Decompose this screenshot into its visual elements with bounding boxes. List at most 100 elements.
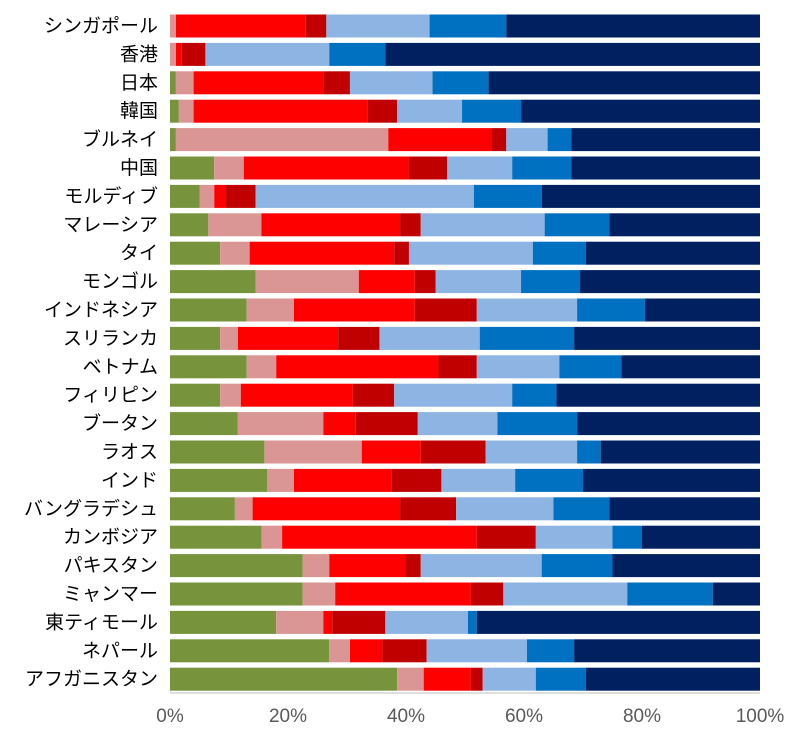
bar-segment	[397, 667, 424, 691]
bar-segment	[583, 468, 760, 492]
bar-segment	[170, 213, 209, 237]
bar-segment	[282, 525, 477, 549]
bar-segment	[470, 582, 504, 606]
bar-segment	[214, 184, 227, 208]
bar-segment	[476, 610, 760, 634]
category-label: ラオス	[101, 441, 158, 463]
bar-segment	[199, 184, 215, 208]
category-label: スリランカ	[63, 327, 158, 349]
bar-segment	[170, 440, 265, 464]
category-label: カンボジア	[63, 526, 158, 548]
bar-segment	[293, 298, 415, 322]
category-label: シンガポール	[44, 15, 158, 37]
bar-segment	[394, 241, 409, 265]
bar-segment	[521, 270, 581, 294]
bar-segment	[621, 355, 760, 379]
bar-segment	[302, 582, 336, 606]
bar-segment	[361, 440, 421, 464]
bar-segment	[612, 554, 760, 578]
bar-segment	[476, 298, 578, 322]
bar-segment	[255, 270, 359, 294]
bar-segment	[181, 42, 206, 66]
bar-segment	[394, 383, 513, 407]
bar-segment	[512, 383, 557, 407]
bar-segment	[535, 525, 613, 549]
bar-segment	[329, 554, 406, 578]
bar-segment	[574, 639, 760, 663]
x-tick-label: 60%	[505, 706, 543, 727]
bar-segment	[226, 184, 256, 208]
bar-segment	[391, 468, 442, 492]
bar-segment	[426, 639, 527, 663]
bar-segment	[302, 554, 330, 578]
bar-segment	[417, 412, 498, 436]
bar-segment	[467, 610, 477, 634]
bar-segment	[414, 298, 477, 322]
bar-segment	[170, 184, 200, 208]
bar-segment	[170, 298, 247, 322]
bar-segment	[349, 71, 433, 95]
bar-segment	[385, 42, 760, 66]
category-label: 日本	[120, 72, 158, 94]
bar-segment	[512, 156, 572, 180]
category-label: 中国	[120, 157, 158, 179]
bar-segment	[175, 14, 306, 38]
bar-segment	[571, 128, 760, 152]
bar-segment	[355, 412, 418, 436]
bar-segment	[249, 241, 395, 265]
category-label: インドネシア	[44, 299, 158, 321]
bar-segment	[261, 525, 283, 549]
bar-segment	[170, 14, 176, 38]
bar-segment	[556, 383, 760, 407]
bar-segment	[420, 213, 545, 237]
bar-segment	[329, 42, 386, 66]
bar-segment	[479, 326, 575, 350]
bar-segment	[506, 128, 548, 152]
bar-segment	[293, 468, 392, 492]
bar-segment	[170, 525, 262, 549]
bar-segment	[240, 383, 353, 407]
bar-segment	[170, 667, 398, 691]
category-label: ミャンマー	[63, 583, 158, 605]
bar-segment	[349, 639, 383, 663]
bar-segment	[485, 440, 578, 464]
bar-segment	[170, 383, 221, 407]
bar-segment	[338, 326, 380, 350]
bar-segment	[515, 468, 583, 492]
bar-segment	[193, 71, 324, 95]
bar-segment	[358, 270, 415, 294]
bar-segment	[385, 610, 468, 634]
category-label: ベトナム	[83, 356, 158, 378]
bar-segment	[488, 71, 760, 95]
category-label: モルディブ	[64, 184, 158, 207]
bar-segment	[170, 468, 268, 492]
category-label: 東ティモール	[45, 611, 158, 633]
bar-segment	[237, 412, 324, 436]
category-label: ブルネイ	[82, 128, 158, 151]
bar-segment	[170, 42, 176, 66]
bar-segment	[267, 468, 294, 492]
bar-segment	[305, 14, 327, 38]
bar-segment	[170, 128, 176, 152]
bar-segment	[220, 241, 250, 265]
bar-segment	[476, 525, 536, 549]
bar-segment	[323, 71, 350, 95]
category-label: インド	[101, 469, 158, 491]
bar-segment	[423, 667, 471, 691]
bar-segment	[526, 639, 575, 663]
bar-segment	[408, 241, 533, 265]
bar-segment	[175, 128, 389, 152]
bar-segment	[580, 270, 760, 294]
bar-segment	[220, 383, 241, 407]
bar-segment	[335, 582, 471, 606]
bar-segment	[170, 610, 277, 634]
bar-segment	[612, 525, 642, 549]
bar-segment	[367, 99, 398, 123]
bar-segment	[170, 497, 235, 521]
bar-segment	[170, 582, 303, 606]
bar-segment	[577, 298, 645, 322]
bar-segment	[482, 667, 536, 691]
bar-segment	[456, 497, 554, 521]
x-tick-label: 0%	[156, 706, 184, 727]
bar-segment	[476, 355, 560, 379]
